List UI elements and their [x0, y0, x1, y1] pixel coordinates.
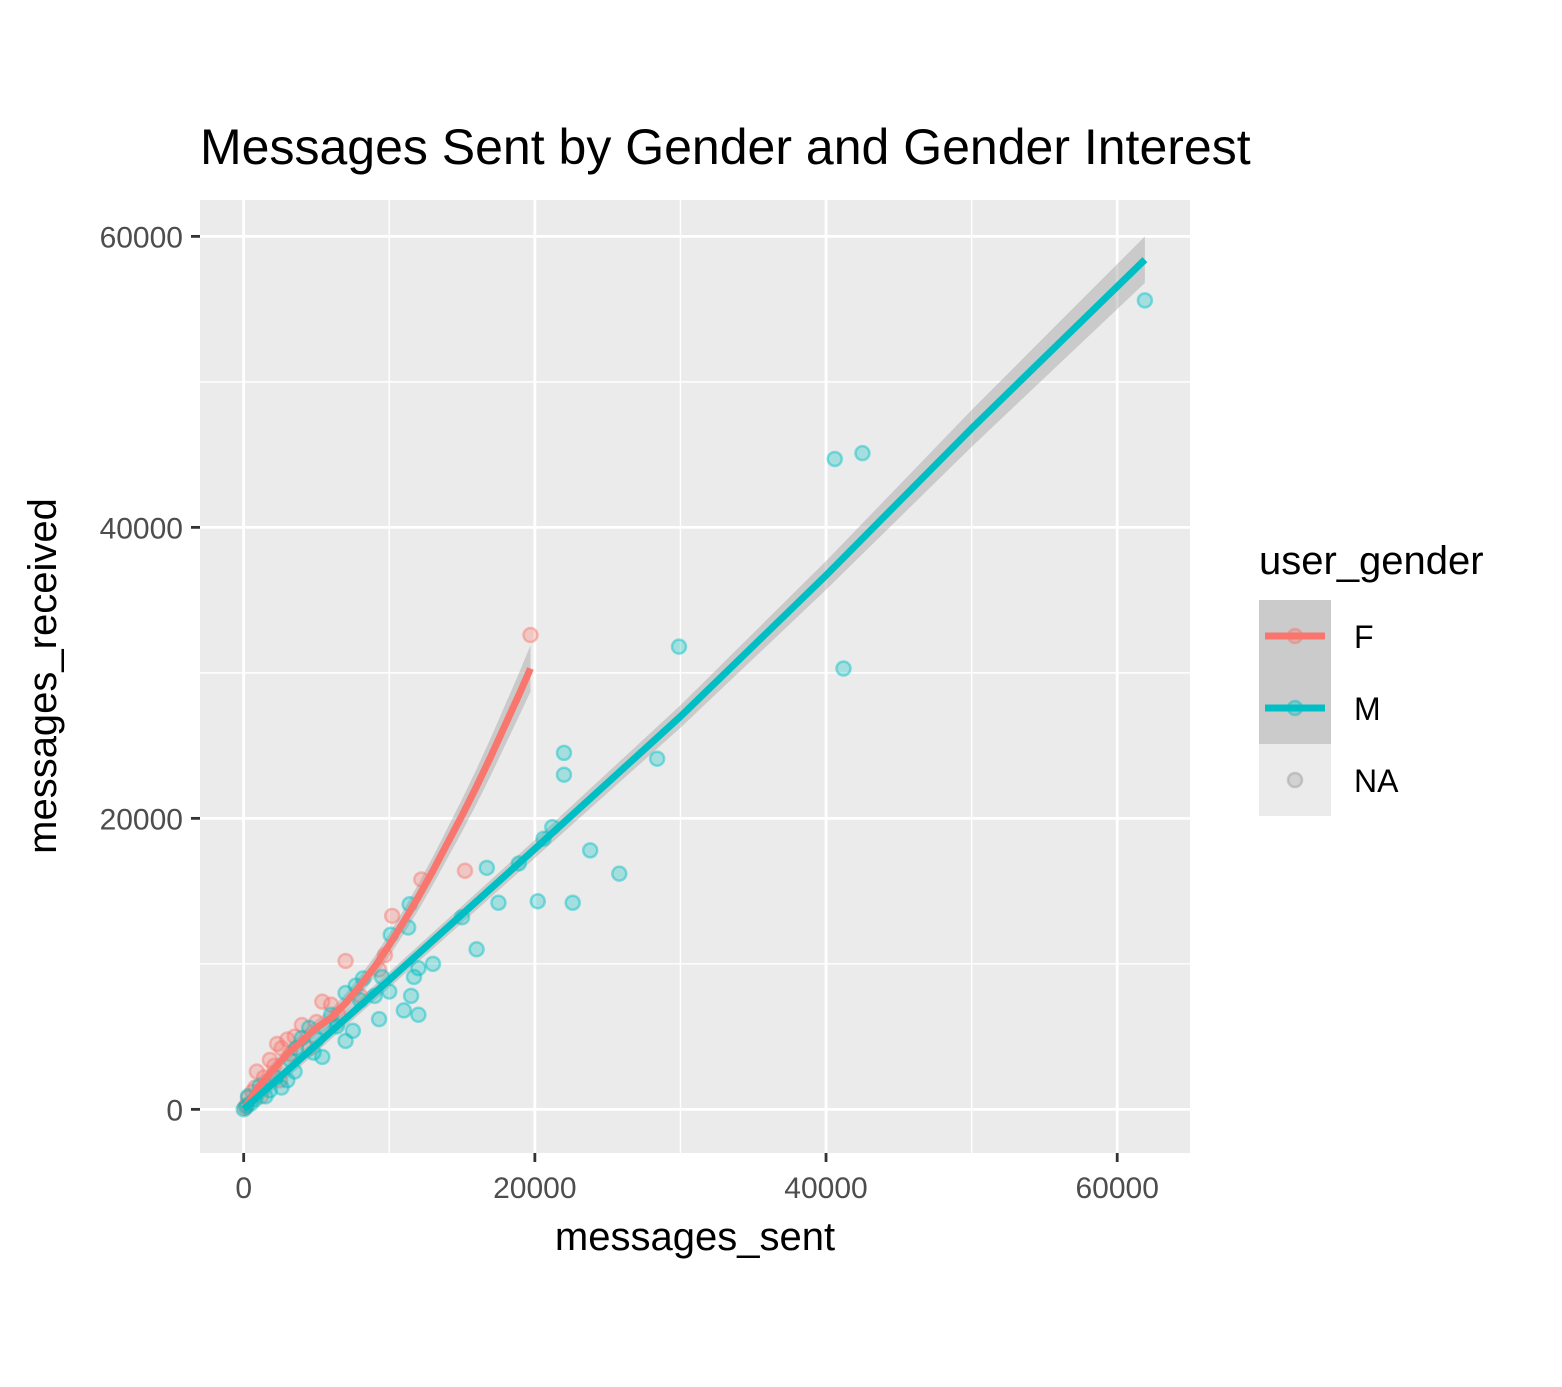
data-point-m — [555, 744, 573, 762]
plot-panel — [200, 200, 1190, 1153]
data-point-f — [456, 862, 474, 879]
legend-label-na: NA — [1354, 763, 1399, 799]
data-point-m — [529, 893, 547, 910]
data-point-m — [410, 1006, 427, 1024]
data-point-m — [648, 750, 666, 767]
data-point-m — [468, 941, 485, 958]
chart-title: Messages Sent by Gender and Gender Inter… — [200, 119, 1251, 175]
x-axis: 0 20000 40000 60000 — [235, 1153, 1159, 1205]
data-point-m — [314, 1048, 331, 1066]
data-point-f — [383, 907, 401, 925]
data-point-f — [279, 1031, 296, 1048]
data-point-m — [490, 894, 507, 911]
data-point-f — [268, 1035, 286, 1053]
data-point-m — [670, 638, 688, 655]
grid-minor — [200, 200, 1190, 1153]
legend-title: user_gender — [1259, 539, 1484, 583]
legend-label-m: M — [1354, 691, 1381, 727]
data-point-m — [611, 865, 628, 882]
data-point-m — [344, 1022, 362, 1040]
y-tick-label: 40000 — [100, 512, 183, 545]
fit-line-f — [240, 667, 534, 1112]
y-axis-title: messages_received — [21, 498, 65, 854]
fit-line-m — [241, 257, 1148, 1112]
legend-point-na — [1286, 771, 1304, 789]
data-point-m — [402, 987, 420, 1005]
legend-label-f: F — [1354, 619, 1374, 655]
data-point-f — [293, 1016, 311, 1034]
data-point-m — [337, 1032, 354, 1050]
data-point-f — [314, 993, 331, 1010]
data-point-m — [410, 959, 427, 977]
x-tick-label: 20000 — [493, 1172, 576, 1205]
data-point-f — [322, 996, 340, 1013]
x-tick-label: 40000 — [784, 1172, 867, 1205]
x-axis-title: messages_sent — [555, 1215, 835, 1259]
x-tick-label: 60000 — [1075, 1172, 1158, 1205]
data-point-m — [478, 859, 496, 877]
data-point-m — [405, 968, 423, 986]
data-point-f — [248, 1063, 266, 1080]
y-tick-label: 60000 — [100, 221, 183, 254]
data-point-m — [1136, 292, 1154, 309]
data-point-m — [555, 766, 573, 783]
data-point-m — [370, 1010, 388, 1028]
data-point-m — [564, 894, 581, 911]
data-point-f — [337, 952, 354, 970]
data-point-f — [261, 1051, 279, 1069]
y-tick-label: 20000 — [100, 803, 183, 836]
grid-major — [200, 200, 1190, 1153]
data-point-m — [826, 450, 844, 468]
data-point-m — [395, 1002, 413, 1019]
legend-key-na — [1259, 744, 1331, 816]
fit-lines — [240, 257, 1148, 1112]
data-point-m — [424, 955, 442, 973]
data-point-m — [581, 842, 599, 859]
legend: user_gender FM NA — [1259, 539, 1484, 816]
data-point-m — [835, 660, 852, 677]
data-point-f — [522, 626, 539, 644]
y-axis: 0 20000 40000 60000 — [100, 221, 200, 1127]
data-point-m — [854, 444, 871, 462]
x-tick-label: 0 — [235, 1172, 252, 1205]
y-tick-label: 0 — [166, 1094, 183, 1127]
data-point-m — [273, 1079, 290, 1096]
